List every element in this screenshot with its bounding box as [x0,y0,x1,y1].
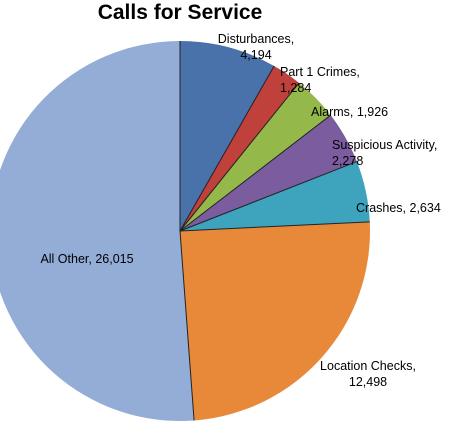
slice-separator [179,161,358,232]
slice-separator [179,221,370,232]
pie-slice-crashes [180,161,370,231]
pie-slice-all-other [0,41,195,421]
pie-slice-location-checks [180,221,370,421]
slice-separator [179,114,331,232]
slice-separator [179,65,275,232]
slice-label-alarms: Alarms, 1,926 [311,105,388,119]
pie-slice-alarms [180,82,331,231]
pie-slice-part-1-crimes [180,65,300,232]
pie-slice-suspicious-activity [180,115,357,231]
slice-separator [179,230,195,421]
slice-label-location-checks: Location Checks, 12,498 [320,359,416,389]
slice-separator [179,82,300,232]
slice-label-suspicious-activity: Suspicious Activity, 2,278 [332,138,437,168]
slice-label-all-other: All Other, 26,015 [40,252,133,266]
slice-label-disturbances: Disturbances, 4,194 [218,32,294,62]
pie-slice-disturbances [180,41,275,231]
pie-slices [0,41,370,421]
chart-title: Calls for Service [98,1,263,24]
slice-label-part-1-crimes: Part 1 Crimes, 1,284 [280,65,360,95]
slice-label-crashes: Crashes, 2,634 [356,201,441,215]
